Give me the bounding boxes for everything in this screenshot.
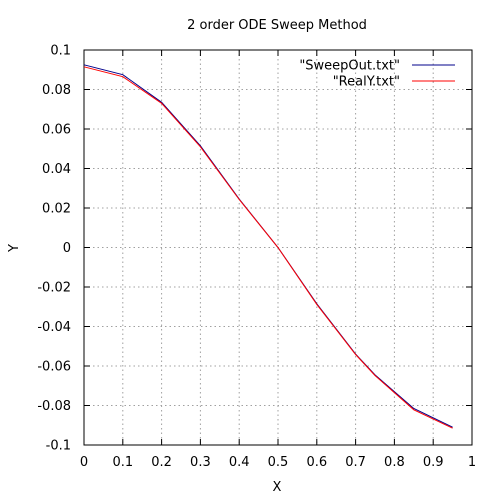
x-tick-label: 0.1 [112,455,133,470]
y-tick-label: -0.1 [46,439,71,454]
x-tick-label: 0.8 [384,455,405,470]
legend-label-2: "RealY.txt" [333,75,400,90]
x-tick-label: 0.6 [306,455,327,470]
y-tick-label: 0.08 [42,83,71,98]
y-tick-label: 0.02 [42,202,71,217]
y-tick-label: 0.1 [50,44,71,59]
y-tick-label: 0.06 [42,123,71,138]
axis-ticks: 0 0.1 0.2 0.3 0.4 0.5 0.6 0.7 0.8 0.9 1 -0.1 -0.08 -0… [37,44,476,471]
chart-title: 2 order ODE Sweep Method [187,18,367,33]
x-tick-label: 0 [80,455,88,470]
y-tick-label: -0.06 [37,360,71,375]
series-line-1 [83,64,453,428]
x-tick-label: 0.9 [423,455,444,470]
y-tick-label: -0.02 [37,281,71,296]
y-tick-label: 0.04 [42,162,71,177]
x-tick-label: 0.5 [268,455,289,470]
x-tick-label: 0.4 [229,455,250,470]
x-tick-label: 1 [468,455,476,470]
x-tick-label: 0.3 [190,455,211,470]
y-tick-label: 0 [63,241,71,256]
x-axis-label: X [273,480,282,495]
x-tick-label: 0.2 [151,455,172,470]
series-line-2 [83,66,453,429]
y-tick-label: -0.08 [37,399,71,414]
legend: "SweepOut.txt""RealY.txt" [299,59,455,90]
x-tick-label: 0.7 [345,455,366,470]
legend-label-1: "SweepOut.txt" [299,59,400,74]
series-lines [83,64,453,429]
y-axis-label: Y [7,244,22,253]
y-tick-label: -0.04 [37,320,71,335]
